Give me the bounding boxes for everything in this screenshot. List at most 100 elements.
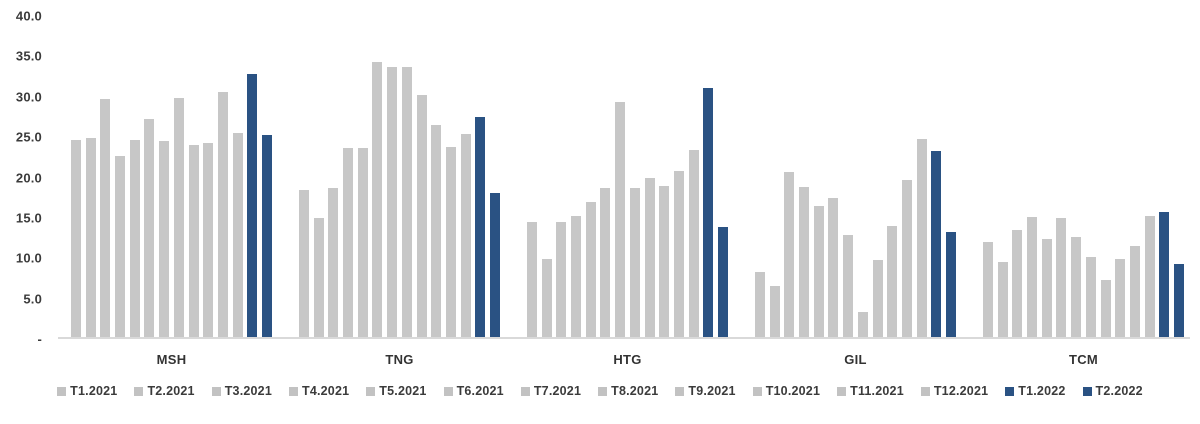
bar-tcm-t1.2021 <box>983 241 993 337</box>
legend-item-t2.2022: T2.2022 <box>1082 384 1143 398</box>
bar-group-tng <box>299 16 500 337</box>
bar-gil-t3.2021 <box>784 171 795 337</box>
bar-tng-t10.2021 <box>431 125 442 337</box>
legend-item-t1.2021: T1.2021 <box>57 384 117 398</box>
bar-msh-t1.2022 <box>247 73 258 337</box>
bar-gil-t4.2021 <box>799 186 810 337</box>
bar-gil-t1.2021 <box>755 272 765 337</box>
bar-gil-t5.2021 <box>813 206 824 337</box>
bar-tcm-t8.2021 <box>1085 257 1096 337</box>
bar-tcm-t11.2021 <box>1129 245 1140 337</box>
bar-msh-t2.2022 <box>261 135 272 337</box>
bar-htg-t3.2021 <box>556 222 567 337</box>
y-tick-label: 40.0 <box>15 8 42 24</box>
y-tick-label: 5.0 <box>23 291 42 307</box>
legend-label: T6.2021 <box>456 384 504 398</box>
legend-label: T5.2021 <box>379 384 427 398</box>
bar-tcm-t3.2021 <box>1012 230 1023 337</box>
bar-tcm-t10.2021 <box>1115 258 1126 337</box>
legend-item-t11.2021: T11.2021 <box>837 384 904 398</box>
legend-item-t6.2021: T6.2021 <box>443 384 504 398</box>
bar-gil-t2.2022 <box>945 232 956 337</box>
y-axis: 40.0 35.0 30.0 25.0 20.0 15.0 10.0 5.0 - <box>0 0 50 360</box>
bar-group-msh <box>71 16 272 337</box>
y-tick-label: 25.0 <box>15 129 42 145</box>
y-tick-label: 20.0 <box>15 170 42 185</box>
bar-htg-t4.2021 <box>571 215 582 337</box>
legend-item-t3.2021: T3.2021 <box>211 384 272 398</box>
legend-swatch-icon <box>134 386 144 396</box>
bar-htg-t1.2021 <box>527 221 537 337</box>
bar-tng-t6.2021 <box>372 61 383 337</box>
x-axis-category-labels: MSH TNG HTG GIL TCM <box>58 352 1190 367</box>
legend-label: T1.2022 <box>1018 384 1066 398</box>
legend-label: T10.2021 <box>765 384 821 398</box>
bar-tng-t4.2021 <box>343 148 354 337</box>
bar-gil-t2.2021 <box>769 286 780 337</box>
bar-tng-t11.2021 <box>445 147 456 337</box>
y-tick-label: 30.0 <box>15 89 42 105</box>
legend-label: T12.2021 <box>933 384 989 398</box>
bar-tng-t7.2021 <box>387 67 398 337</box>
legend-item-t4.2021: T4.2021 <box>289 384 349 398</box>
bar-msh-t2.2021 <box>85 137 96 337</box>
legend-label: T9.2021 <box>688 384 736 398</box>
bar-htg-t9.2021 <box>644 177 655 337</box>
legend-item-t1.2022: T1.2022 <box>1005 384 1065 398</box>
bar-htg-t11.2021 <box>673 170 684 337</box>
legend-item-t10.2021: T10.2021 <box>752 384 821 398</box>
legend-swatch-icon <box>1082 386 1092 396</box>
legend-label: T11.2021 <box>850 384 904 398</box>
bar-tcm-t7.2021 <box>1071 236 1082 337</box>
bar-tcm-t12.2021 <box>1144 215 1155 337</box>
legend-swatch-icon <box>443 386 453 396</box>
bar-tng-t2.2022 <box>489 192 500 337</box>
legend-swatch-icon <box>920 386 930 396</box>
legend-item-t9.2021: T9.2021 <box>675 384 735 398</box>
category-label-gil: GIL <box>844 352 867 367</box>
bar-htg-t10.2021 <box>659 186 670 337</box>
bar-msh-t10.2021 <box>203 143 214 337</box>
bar-htg-t5.2021 <box>585 202 596 337</box>
legend-swatch-icon <box>366 386 376 396</box>
bar-tcm-t2.2022 <box>1173 263 1184 337</box>
bar-htg-t2.2021 <box>541 258 552 337</box>
bar-tng-t5.2021 <box>357 148 368 337</box>
bar-gil-t12.2021 <box>916 139 927 337</box>
bar-msh-t6.2021 <box>144 119 155 337</box>
bar-gil-t7.2021 <box>843 235 854 337</box>
plot-area <box>58 16 1190 339</box>
y-tick-label: 15.0 <box>15 210 42 226</box>
bar-htg-t6.2021 <box>600 187 611 337</box>
bar-msh-t7.2021 <box>159 140 170 337</box>
bar-tng-t3.2021 <box>328 188 339 337</box>
legend-label: T4.2021 <box>302 384 350 398</box>
bar-tcm-t4.2021 <box>1027 216 1038 337</box>
bar-group-gil <box>755 16 956 337</box>
legend-swatch-icon <box>675 386 685 396</box>
y-tick-label: 35.0 <box>15 48 42 64</box>
bar-msh-t4.2021 <box>115 156 126 337</box>
bar-group-htg <box>527 16 728 337</box>
bar-gil-t8.2021 <box>857 312 868 337</box>
legend-item-t12.2021: T12.2021 <box>920 384 989 398</box>
legend-swatch-icon <box>752 386 762 396</box>
legend-label: T2.2022 <box>1095 384 1143 398</box>
bar-gil-t6.2021 <box>828 198 839 337</box>
bar-tng-t1.2022 <box>475 117 486 337</box>
category-label-htg: HTG <box>613 352 642 367</box>
legend-swatch-icon <box>837 386 847 396</box>
bar-msh-t9.2021 <box>188 144 199 337</box>
bar-tng-t8.2021 <box>401 67 412 337</box>
legend-swatch-icon <box>57 386 67 396</box>
legend-label: T3.2021 <box>224 384 272 398</box>
bar-msh-t11.2021 <box>217 91 228 337</box>
bar-tcm-t2.2021 <box>997 261 1008 337</box>
bar-msh-t8.2021 <box>173 98 184 337</box>
bar-tng-t12.2021 <box>460 134 471 337</box>
bar-htg-t7.2021 <box>615 102 626 337</box>
bar-gil-t10.2021 <box>887 226 898 337</box>
bar-tcm-t9.2021 <box>1100 279 1111 337</box>
bar-htg-t1.2022 <box>703 87 714 337</box>
